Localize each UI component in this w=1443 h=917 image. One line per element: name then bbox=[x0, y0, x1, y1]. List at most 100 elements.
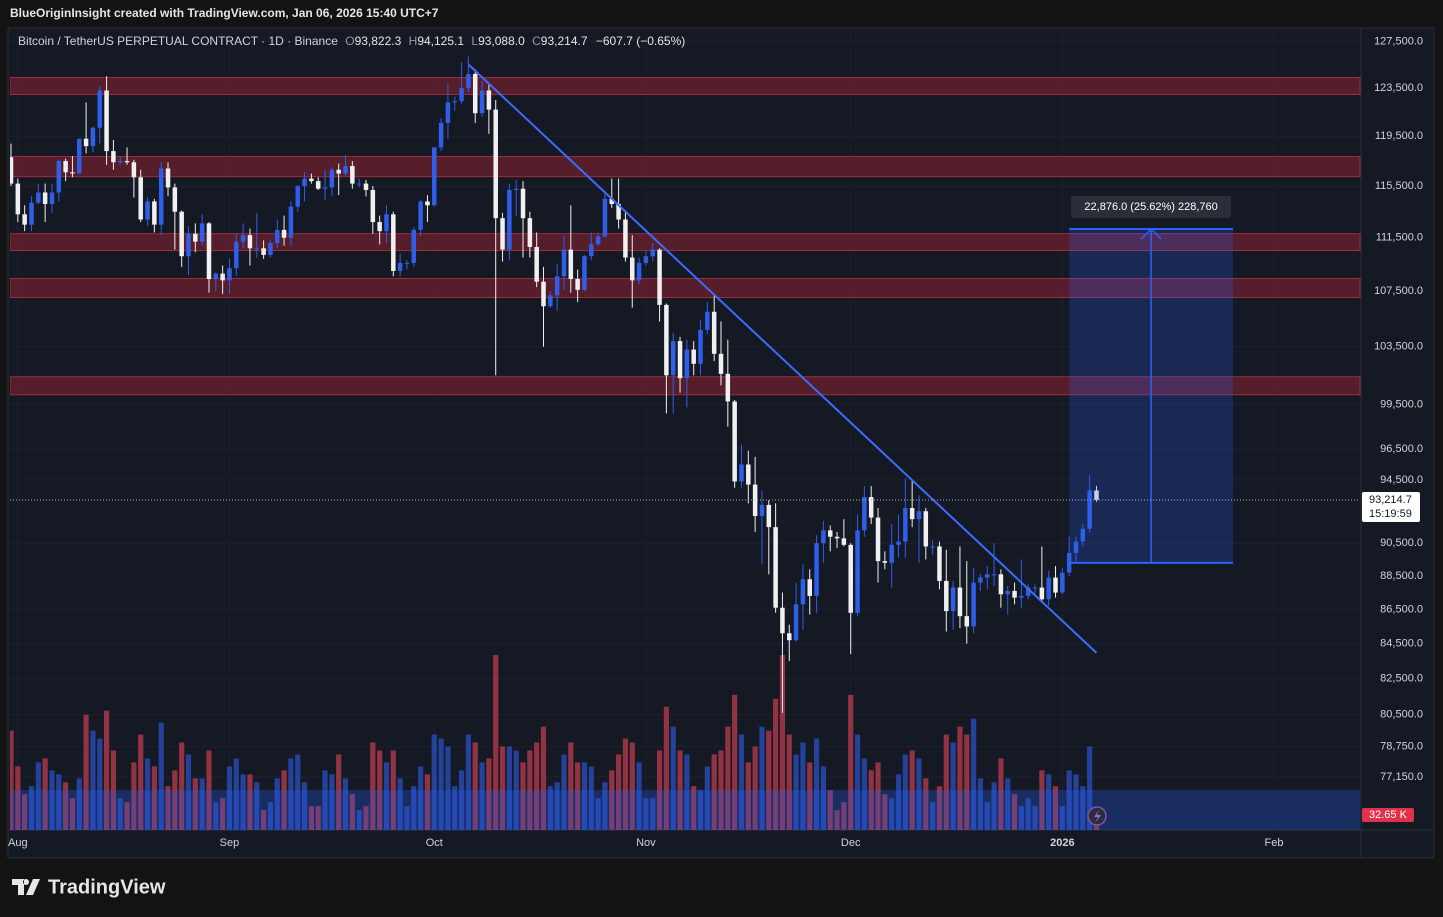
candle-body bbox=[22, 214, 27, 225]
candle-body bbox=[903, 508, 908, 542]
candle-body bbox=[643, 256, 649, 263]
candle-body bbox=[732, 401, 737, 482]
volume-bar bbox=[575, 762, 581, 830]
candle-body bbox=[950, 587, 956, 612]
volume-bar bbox=[643, 798, 649, 830]
candle-body bbox=[274, 229, 280, 243]
volume-bar bbox=[363, 806, 369, 830]
volume-bar bbox=[438, 738, 444, 830]
volume-bar bbox=[1025, 798, 1031, 830]
candle-body bbox=[445, 102, 451, 123]
volume-bar bbox=[322, 770, 328, 830]
volume-bar bbox=[117, 798, 123, 830]
volume-bar bbox=[1032, 806, 1038, 830]
candle-body bbox=[582, 256, 587, 290]
volume-bar bbox=[226, 766, 233, 830]
y-tick-label: 123,500.0 bbox=[1374, 82, 1423, 94]
x-tick-label: Sep bbox=[220, 837, 240, 849]
candle-body bbox=[923, 511, 929, 547]
candle-body bbox=[1025, 587, 1031, 596]
volume-bar bbox=[513, 750, 519, 830]
position-label: 22,876.0 (25.62%) 228,760 bbox=[1084, 201, 1217, 213]
candle-body bbox=[213, 273, 219, 280]
resistance-zone bbox=[10, 233, 1361, 252]
x-tick-label: 2026 bbox=[1050, 837, 1074, 849]
change-value: −607.7 (−0.65%) bbox=[596, 34, 685, 48]
candle-body bbox=[472, 73, 478, 114]
candle-body bbox=[172, 187, 178, 212]
volume-bar bbox=[670, 726, 676, 830]
candle-body bbox=[964, 616, 970, 627]
candle-body bbox=[664, 304, 669, 376]
volume-band bbox=[10, 790, 1360, 830]
candle-body bbox=[452, 101, 458, 103]
resistance-zone bbox=[10, 76, 1361, 96]
volume-bar bbox=[261, 810, 267, 830]
candle-body bbox=[800, 579, 806, 605]
candle-body bbox=[739, 464, 744, 482]
volume-bar bbox=[752, 746, 758, 830]
candle-body bbox=[466, 73, 471, 89]
candle-body bbox=[677, 341, 683, 379]
y-tick-label: 111,500.0 bbox=[1376, 232, 1423, 244]
volume-bar bbox=[950, 742, 956, 830]
volume-bar bbox=[267, 802, 274, 830]
candle-body bbox=[438, 122, 444, 148]
candle-body bbox=[589, 244, 594, 257]
volume-bar bbox=[971, 718, 977, 830]
candle-body bbox=[397, 262, 403, 271]
volume-bar bbox=[151, 766, 157, 830]
volume-bar bbox=[534, 742, 540, 830]
volume-bar bbox=[458, 770, 465, 830]
volume-bar bbox=[848, 694, 854, 830]
volume-bar bbox=[465, 734, 471, 830]
volume-bar bbox=[704, 766, 710, 830]
candle-body bbox=[684, 349, 690, 379]
candle-body bbox=[718, 353, 724, 374]
volume-bar bbox=[22, 794, 28, 830]
candle-body bbox=[97, 90, 103, 128]
volume-bar bbox=[595, 798, 601, 830]
volume-bar bbox=[957, 726, 963, 830]
candle-body bbox=[623, 219, 628, 258]
candle-body bbox=[261, 248, 266, 255]
logo-icon bbox=[12, 879, 40, 895]
y-tick-label: 77,150.0 bbox=[1380, 771, 1423, 783]
y-tick-label: 94,500.0 bbox=[1380, 474, 1423, 486]
volume-bar bbox=[254, 782, 260, 830]
volume-bar bbox=[206, 750, 212, 830]
candle-body bbox=[971, 582, 976, 627]
candle-body bbox=[336, 169, 341, 174]
volume-bar bbox=[124, 802, 130, 830]
candle-body bbox=[63, 161, 68, 173]
candle-body bbox=[780, 607, 785, 634]
volume-bar bbox=[930, 802, 936, 830]
y-tick-label: 80,500.0 bbox=[1380, 709, 1423, 721]
candle-body bbox=[513, 188, 519, 190]
candle-body bbox=[636, 262, 642, 281]
volume-bar bbox=[342, 778, 349, 830]
volume-bar bbox=[984, 802, 990, 830]
volume-bar bbox=[35, 762, 41, 830]
candle-body bbox=[254, 248, 260, 250]
volume-bar bbox=[110, 750, 116, 830]
volume-bar bbox=[820, 766, 826, 830]
chart-header: Bitcoin / TetherUS PERPETUAL CONTRACT · … bbox=[18, 34, 685, 48]
volume-bar bbox=[738, 734, 745, 830]
volume-bar bbox=[902, 754, 908, 830]
candle-body bbox=[500, 218, 505, 250]
y-tick-label: 84,500.0 bbox=[1380, 638, 1423, 650]
candle-body bbox=[862, 497, 867, 531]
candle-body bbox=[377, 222, 382, 232]
volume-bar bbox=[527, 750, 533, 830]
candle-body bbox=[930, 546, 935, 548]
volume-bar bbox=[629, 742, 635, 830]
volume-bar bbox=[165, 786, 171, 830]
x-tick-label: Dec bbox=[841, 837, 861, 849]
volume-bar bbox=[479, 762, 485, 830]
ohlc-value: 93,088.0 bbox=[478, 34, 525, 48]
volume-bar bbox=[390, 750, 396, 830]
volume-bar bbox=[56, 774, 62, 830]
volume-bar bbox=[138, 734, 144, 830]
